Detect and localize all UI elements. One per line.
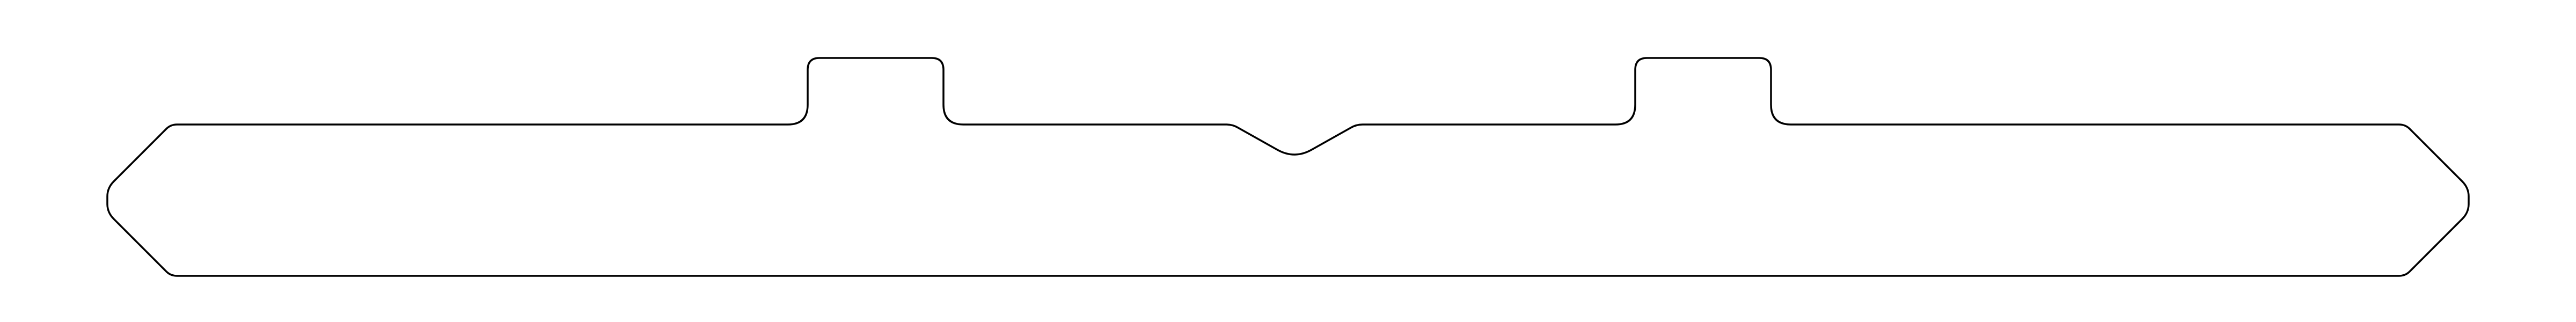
profile-outline <box>106 57 2470 277</box>
